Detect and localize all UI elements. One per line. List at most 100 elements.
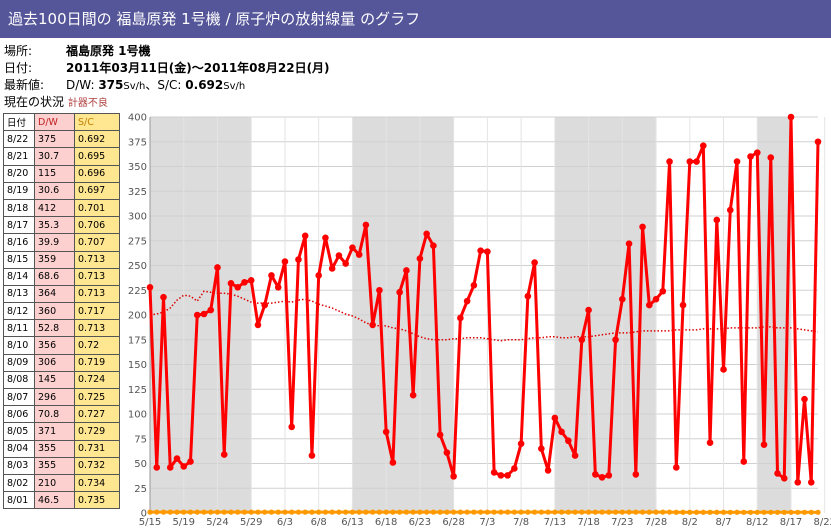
dw-point xyxy=(463,297,471,305)
dw-point xyxy=(443,449,451,456)
sc-point xyxy=(174,509,180,515)
table-row: 8/14 68.6 0.713 xyxy=(3,267,120,286)
x-tick-label: 6/28 xyxy=(442,517,464,528)
x-tick-label: 6/18 xyxy=(375,517,397,528)
dw-point xyxy=(646,301,653,309)
sc-point xyxy=(687,509,693,515)
dw-point xyxy=(639,223,646,231)
dw-point xyxy=(477,247,484,254)
sc-point xyxy=(801,509,808,515)
sc-point xyxy=(208,509,214,515)
y-tick-label: 150 xyxy=(128,360,147,371)
sc-cell: 0.706 xyxy=(74,216,120,235)
sc-point xyxy=(592,509,598,515)
sc-point xyxy=(646,509,652,515)
y-tick-label: 75 xyxy=(134,434,147,445)
x-tick-label: 8/12 xyxy=(746,517,768,528)
sc-point xyxy=(673,509,679,515)
sc-point xyxy=(478,509,484,515)
dw-point xyxy=(619,295,626,303)
sc-point xyxy=(666,509,673,515)
sc-cell: 0.725 xyxy=(74,387,120,407)
sc-point xyxy=(471,509,477,515)
sc-point xyxy=(349,509,356,515)
x-tick-label: 7/23 xyxy=(611,517,633,528)
date-cell: 8/17 xyxy=(3,216,35,235)
y-tick-label: 400 xyxy=(128,113,147,124)
y-tick-label: 175 xyxy=(128,335,147,346)
date-label: 日付: xyxy=(4,61,33,75)
sc-point xyxy=(181,509,187,515)
title-bar: 過去100日間の 福島原発 1号機 / 原子炉の放射線量 のグラフ xyxy=(0,0,831,38)
dw-point xyxy=(490,469,498,476)
dw-point xyxy=(301,232,309,240)
dw-point xyxy=(524,292,532,300)
dw-point xyxy=(585,306,592,314)
sc-point xyxy=(727,509,733,515)
latest-dw-unit: Sv/h xyxy=(123,81,146,92)
sc-point xyxy=(430,509,436,515)
page-title: 過去100日間の 福島原発 1号機 / 原子炉の放射線量 のグラフ xyxy=(8,10,421,28)
sc-cell: 0.713 xyxy=(74,250,120,269)
date-cell: 8/10 xyxy=(3,336,35,355)
sc-point xyxy=(437,509,443,515)
dw-point xyxy=(767,154,775,161)
sc-point xyxy=(511,509,517,515)
date-cell: 8/03 xyxy=(3,456,35,475)
x-tick-label: 5/19 xyxy=(173,517,195,528)
y-tick-label: 250 xyxy=(128,261,147,272)
x-tick-label: 6/8 xyxy=(311,517,327,528)
dw-point xyxy=(288,423,295,431)
dw-point xyxy=(517,440,525,448)
info-latest: 最新値: D/W: 375Sv/h、S/C: 0.692Sv/h xyxy=(4,76,245,93)
sc-point xyxy=(295,509,302,515)
dw-point xyxy=(612,336,619,344)
dw-cell: 68.6 xyxy=(34,267,75,286)
dw-point xyxy=(389,459,397,466)
y-tick-label: 200 xyxy=(128,311,147,322)
dw-point xyxy=(814,138,822,146)
sc-point xyxy=(700,509,706,515)
sc-point xyxy=(693,509,700,515)
y-tick-label: 125 xyxy=(128,385,147,396)
dw-point xyxy=(774,470,781,477)
table-row: 8/20 115 0.696 xyxy=(3,164,120,183)
table-row: 8/09 306 0.719 xyxy=(3,353,120,372)
dw-point xyxy=(511,465,518,472)
date-cell: 8/22 xyxy=(3,130,35,149)
dw-point xyxy=(416,255,424,262)
sc-point xyxy=(707,509,713,515)
dw-point xyxy=(146,283,154,291)
x-tick-label: 7/18 xyxy=(577,517,599,528)
date-cell: 8/13 xyxy=(3,284,35,304)
sc-cell: 0.692 xyxy=(74,130,120,149)
status-label: 現在の状況 xyxy=(4,95,65,109)
sc-point xyxy=(275,509,281,515)
dw-point xyxy=(234,283,242,291)
x-tick-label: 7/28 xyxy=(645,517,667,528)
dw-point xyxy=(355,251,363,258)
dw-point xyxy=(160,293,167,301)
sc-point xyxy=(626,509,632,515)
sc-cell: 0.696 xyxy=(74,164,120,183)
dw-point xyxy=(807,479,815,486)
dw-point xyxy=(382,428,390,436)
sc-point xyxy=(774,509,781,515)
sc-point xyxy=(639,509,646,515)
y-tick-label: 225 xyxy=(128,286,147,297)
sc-point xyxy=(255,509,261,515)
dw-point xyxy=(254,321,262,329)
dw-point xyxy=(180,463,188,470)
dw-point xyxy=(193,311,201,319)
date-cell: 8/15 xyxy=(3,250,35,269)
sc-point xyxy=(788,509,794,515)
sc-point xyxy=(235,509,241,515)
sc-point xyxy=(370,509,376,515)
sc-point xyxy=(194,509,200,515)
sc-point xyxy=(241,509,248,515)
dw-point xyxy=(396,288,403,296)
x-tick-label: 7/13 xyxy=(544,517,566,528)
dw-point xyxy=(470,282,478,289)
dw-point xyxy=(241,279,248,286)
sc-point xyxy=(444,509,450,515)
